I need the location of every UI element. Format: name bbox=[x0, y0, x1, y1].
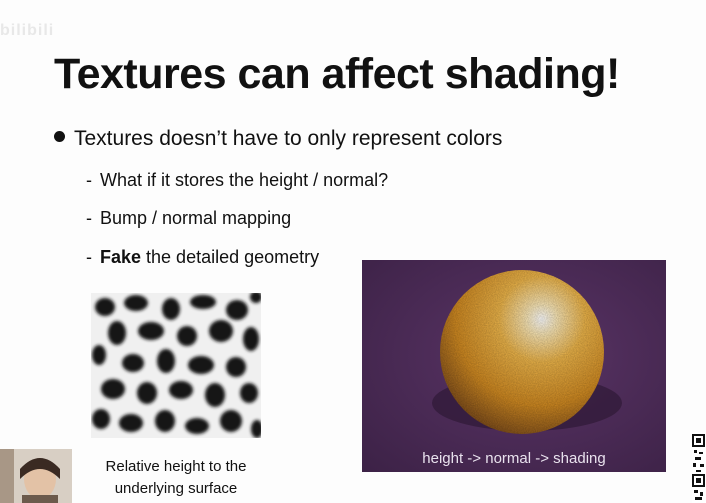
height-map-image bbox=[91, 291, 263, 438]
sub-dash: - bbox=[86, 247, 92, 267]
qr-code-icon bbox=[692, 432, 706, 503]
bullet-item: Textures doesn’t have to only represent … bbox=[54, 127, 502, 151]
watermark-text: bilibili bbox=[0, 22, 55, 39]
caption-line-2: underlying surface bbox=[114, 480, 238, 497]
sub-text: the detailed geometry bbox=[141, 247, 320, 267]
bullet-dot-icon bbox=[54, 130, 65, 142]
sub-bold-text: Fake bbox=[100, 247, 142, 267]
webcam-thumbnail bbox=[0, 449, 72, 503]
sub-item-height-normal: - What if it stores the height / normal? bbox=[86, 170, 388, 191]
orange-caption: height -> normal -> shading bbox=[422, 450, 606, 467]
caption-line-1: Relative height to the bbox=[105, 458, 247, 475]
orange-sphere bbox=[362, 260, 666, 472]
sub-text: Bump / normal mapping bbox=[100, 208, 292, 228]
height-map-caption: Relative height to the underlying surfac… bbox=[86, 456, 266, 500]
slide-title: Textures can affect shading! bbox=[54, 50, 620, 98]
sub-item-fake-geometry: - Fake the detailed geometry bbox=[86, 247, 319, 268]
height-map-pattern bbox=[91, 291, 263, 438]
sub-dash: - bbox=[86, 170, 92, 190]
person-image bbox=[0, 449, 72, 503]
sub-text: What if it stores the height / normal? bbox=[100, 170, 389, 190]
sub-item-bump-mapping: - Bump / normal mapping bbox=[86, 208, 291, 229]
orange-render-image: height -> normal -> shading bbox=[362, 260, 666, 472]
bullet-text: Textures doesn’t have to only represent … bbox=[74, 127, 503, 150]
sub-dash: - bbox=[86, 208, 92, 228]
